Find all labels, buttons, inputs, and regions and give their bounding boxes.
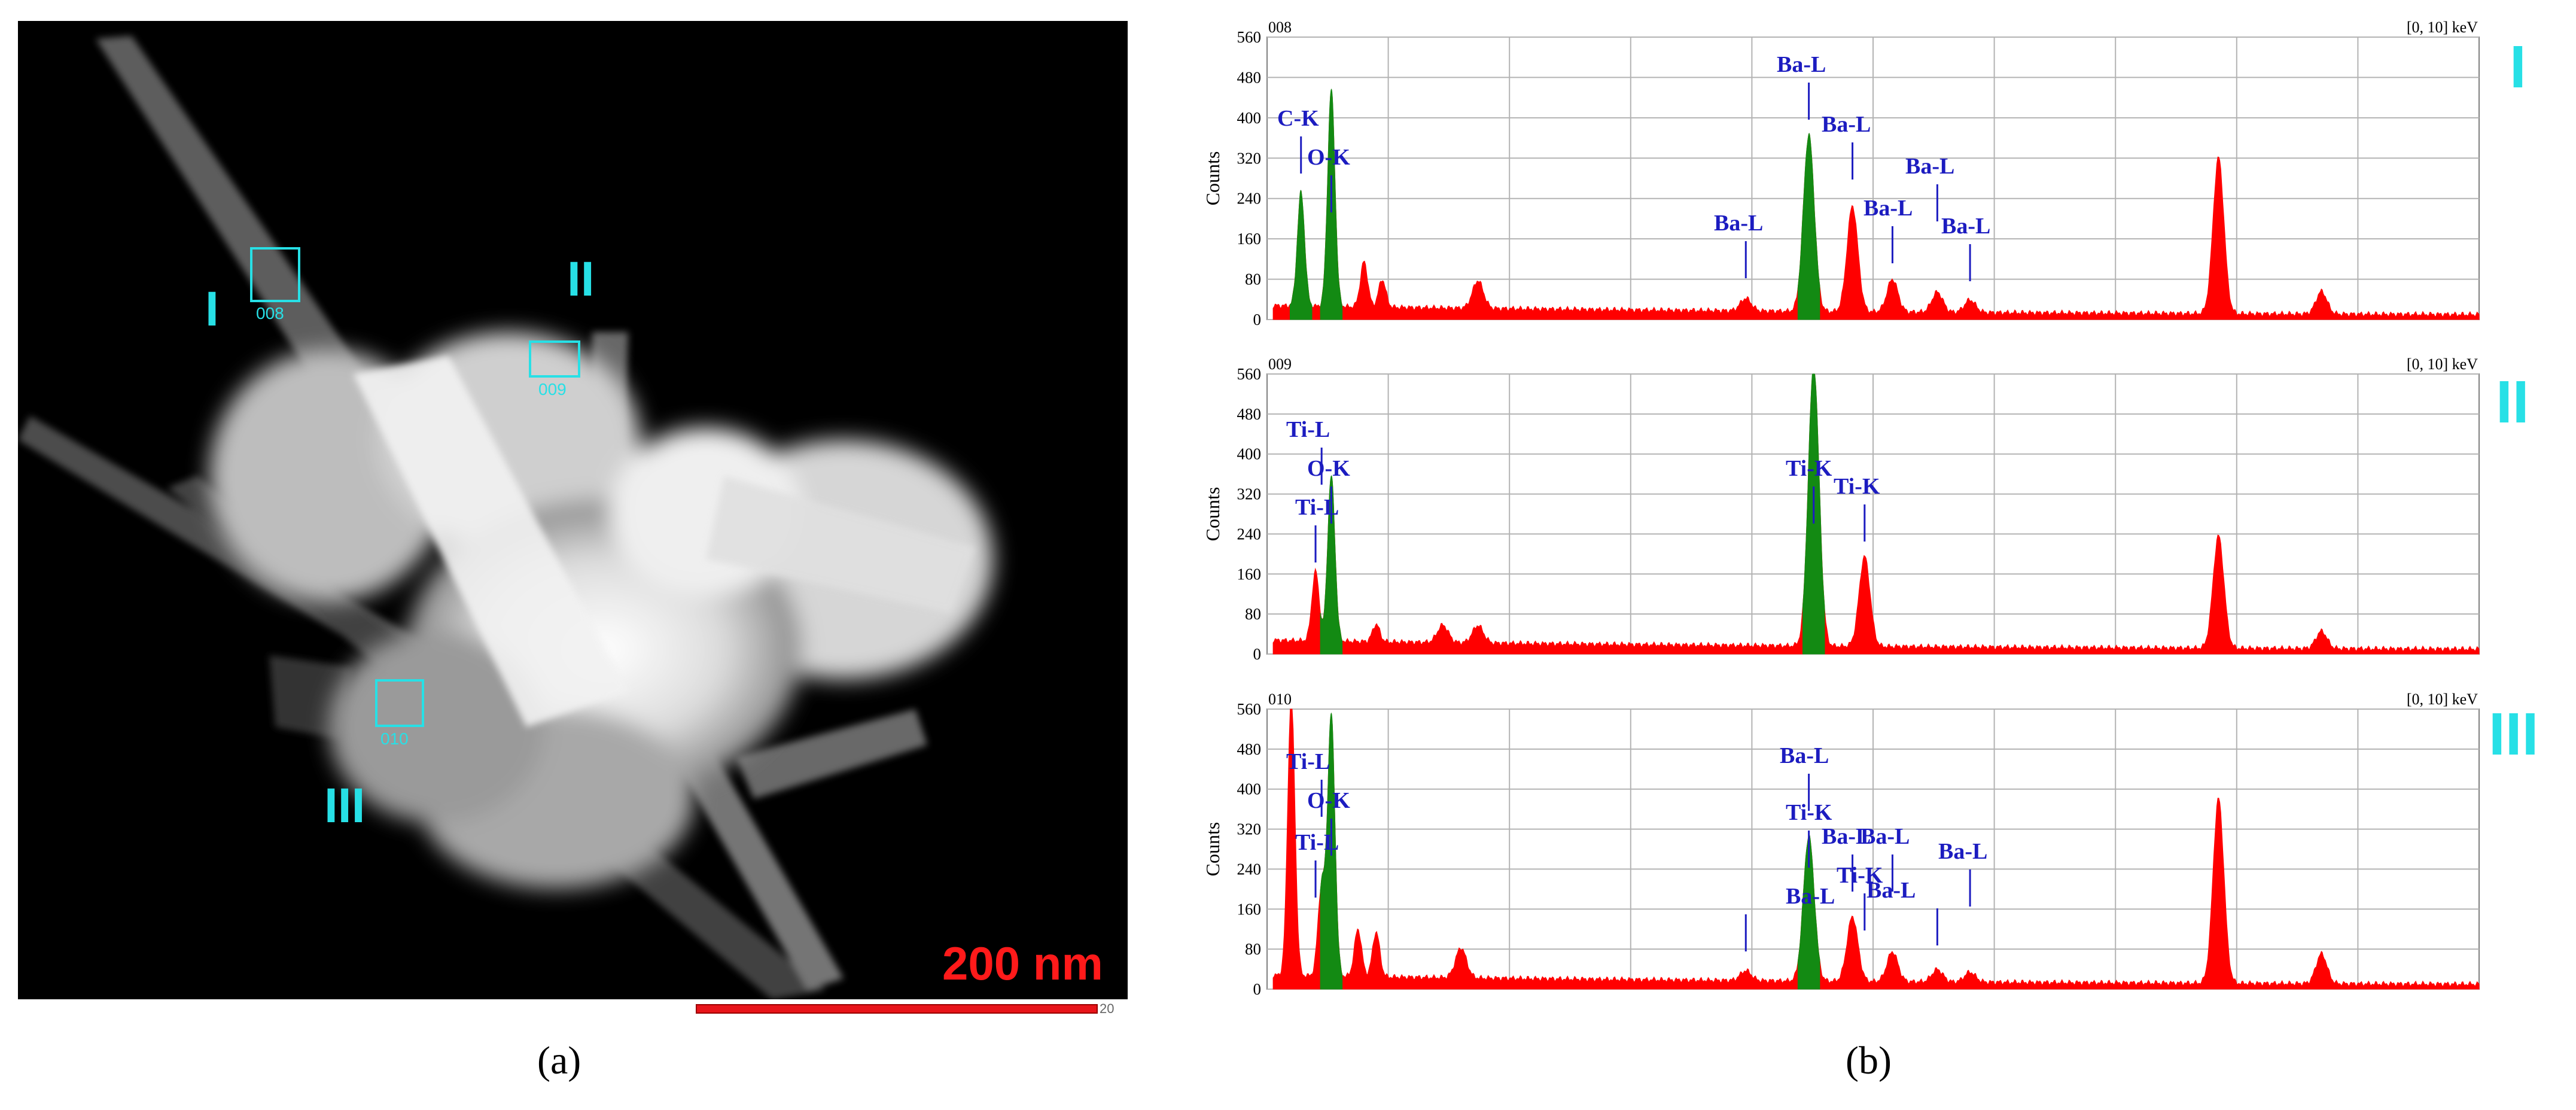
roi-box-008 (250, 247, 300, 302)
y-tick-label: 0 (1253, 311, 1262, 329)
spectrum-region-label-iii: III (2489, 701, 2539, 768)
highlighted-peak (1289, 190, 1313, 320)
peak-annotation: Ba-L (1786, 884, 1835, 909)
peak-annotation: Ba-L (1780, 743, 1829, 768)
spectrum-region-label-i: I (2510, 34, 2526, 101)
peak-annotation: Ba-L (1777, 52, 1826, 77)
spectrum-region-label-ii: II (2496, 369, 2529, 436)
y-tick-label: 80 (1245, 940, 1261, 958)
y-tick-label: 400 (1237, 780, 1262, 798)
y-tick-label: 80 (1245, 270, 1261, 288)
peak-annotation: C-K (1277, 106, 1319, 131)
peak-annotation: O-K (1307, 145, 1350, 170)
peak-annotation: Ti-K (1837, 863, 1883, 888)
y-tick-label: 400 (1237, 109, 1262, 127)
peak-annotation: O-K (1307, 456, 1350, 481)
spectrum-id: 009 (1268, 355, 1292, 373)
peak-annotation: Ba-L (1822, 112, 1871, 137)
region-label-ii: II (567, 252, 595, 306)
peak-annotation: Ba-L (1822, 824, 1871, 849)
roi-box-009 (529, 340, 580, 378)
y-tick-label: 160 (1237, 565, 1262, 583)
peak-annotation: Ti-L (1295, 830, 1339, 855)
y-tick-label: 480 (1237, 68, 1262, 86)
y-tick-label: 320 (1237, 485, 1262, 503)
y-tick-label: 240 (1237, 190, 1262, 208)
spectrum-id: 008 (1268, 19, 1292, 36)
y-tick-label: 0 (1253, 980, 1262, 998)
roi-id-008: 008 (256, 304, 284, 323)
peak-annotation: Ti-K (1786, 456, 1832, 481)
y-axis-label: Counts (1202, 151, 1223, 206)
peak-annotation: O-K (1307, 788, 1350, 813)
peak-annotation: Ti-L (1286, 749, 1330, 774)
y-tick-label: 80 (1245, 605, 1261, 623)
y-tick-label: 160 (1237, 900, 1262, 918)
scale-bar-tick-label: 20 (1100, 1001, 1115, 1016)
peak-annotation: Ti-K (1786, 800, 1832, 825)
y-tick-label: 240 (1237, 525, 1262, 543)
highlighted-peak (1797, 132, 1820, 320)
energy-range-label: [0, 10] keV (2407, 355, 2478, 373)
spectrum-area (1272, 89, 2480, 320)
y-tick-label: 320 (1237, 820, 1262, 838)
peak-annotation: Ti-L (1295, 495, 1339, 520)
scale-bar (696, 1004, 1098, 1014)
y-tick-label: 240 (1237, 860, 1262, 878)
spectrum-008: 0 80 160 240 320 400 480 560 C-K O-K Ba-L Ba-L Ba-L B… (1202, 19, 2480, 329)
micrograph-image (18, 21, 1128, 999)
region-label-iii: III (324, 778, 366, 833)
peak-annotation: Ba-L (1905, 154, 1954, 179)
highlighted-peak (1320, 475, 1343, 655)
peak-annotation: Ba-L (1861, 824, 1910, 849)
panel-b-caption: (b) (1846, 1039, 1892, 1082)
peak-annotation: Ti-L (1286, 417, 1330, 442)
y-tick-label: 0 (1253, 645, 1262, 663)
y-tick-label: 160 (1237, 230, 1262, 248)
y-tick-label: 480 (1237, 405, 1262, 423)
y-axis-label: Counts (1202, 822, 1223, 877)
stem-micrograph (18, 21, 1128, 999)
y-tick-label: 320 (1237, 149, 1262, 167)
peak-annotation: Ba-L (1941, 214, 1990, 239)
peak-annotation: Ba-L (1714, 211, 1763, 236)
peak-annotation: Ba-L (1938, 839, 1987, 864)
scale-bar-label: 200 nm (942, 937, 1103, 990)
roi-box-010 (375, 679, 424, 727)
roi-id-009: 009 (538, 380, 567, 399)
y-tick-label: 480 (1237, 740, 1262, 758)
energy-range-label: [0, 10] keV (2407, 19, 2478, 36)
peak-annotation: Ba-L (1864, 196, 1913, 221)
energy-range-label: [0, 10] keV (2407, 691, 2478, 708)
peak-annotation: Ti-K (1834, 474, 1880, 499)
y-tick-label: 400 (1237, 445, 1262, 463)
peak-annotation: Ba-L (1866, 878, 1916, 903)
spectrum-area (1272, 373, 2480, 655)
y-tick-label: 560 (1237, 28, 1262, 46)
region-label-i: I (205, 282, 219, 336)
roi-id-010: 010 (380, 729, 409, 748)
spectrum-010: 080160240320400480560Ti-LO-KTi-LBa-LBa-L… (1202, 691, 2480, 998)
spectrum-id: 010 (1268, 691, 1292, 708)
spectrum-009: 0 80 160 240 320 400 480 560 Ti-L O-K Ti-L Ti-KTi-K… (1202, 355, 2480, 663)
panel-a-caption: (a) (537, 1039, 581, 1082)
y-tick-label: 560 (1237, 365, 1262, 383)
y-axis-label: Counts (1202, 487, 1223, 542)
y-tick-label: 560 (1237, 700, 1262, 718)
spectrum-area (1272, 708, 2480, 990)
